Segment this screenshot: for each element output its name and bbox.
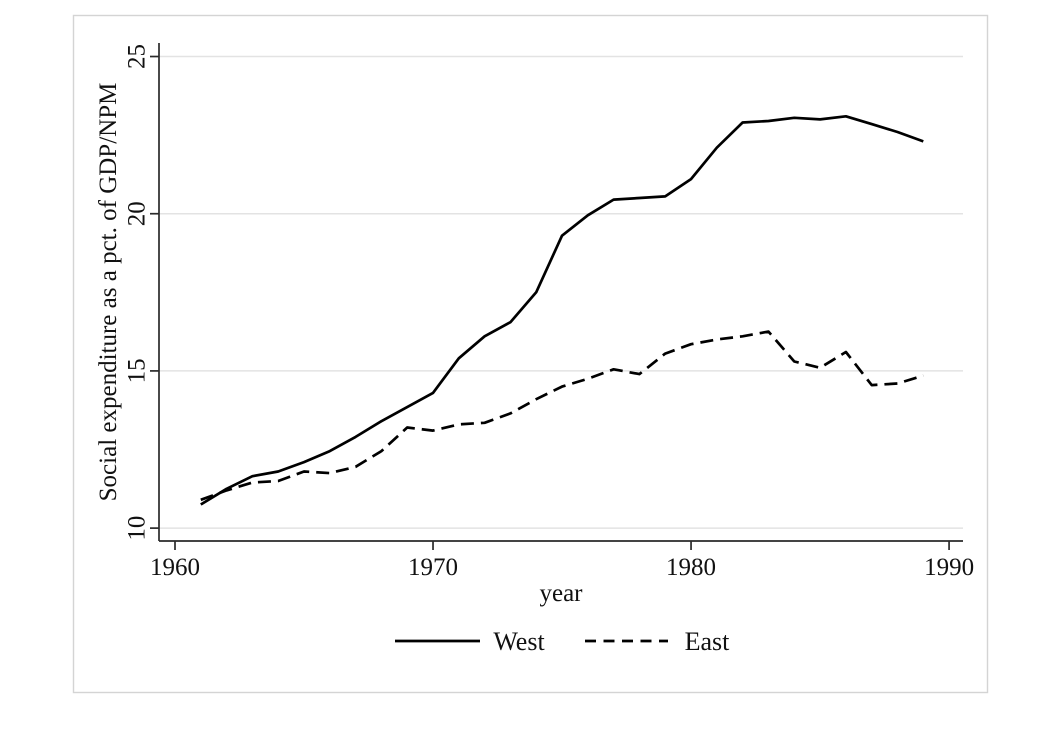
legend-label-west: West	[493, 627, 545, 656]
x-tick-label-1970: 1970	[408, 554, 458, 581]
y-tick-label-15: 15	[124, 358, 151, 383]
x-ticks: 1960 1970 1980 1990	[150, 541, 974, 581]
y-axis-title: Social expenditure as a pct. of GDP/NPM	[95, 83, 122, 502]
y-tick-label-10: 10	[124, 516, 151, 541]
y-tick-label-20: 20	[124, 201, 151, 226]
data-series	[200, 114, 924, 506]
series-line-west	[200, 114, 924, 506]
series-line-east	[200, 330, 924, 502]
figure-frame	[72, 14, 989, 694]
x-axis-title: year	[539, 580, 583, 607]
x-tick-label-1960: 1960	[150, 554, 200, 581]
legend-label-east: East	[685, 627, 731, 656]
legend: West East	[395, 627, 730, 656]
x-tick-label-1990: 1990	[924, 554, 974, 581]
x-tick-label-1980: 1980	[666, 554, 716, 581]
gridlines	[159, 55, 963, 529]
y-ticks: 10 15 20 25	[124, 44, 159, 541]
y-tick-label-25: 25	[124, 44, 151, 69]
